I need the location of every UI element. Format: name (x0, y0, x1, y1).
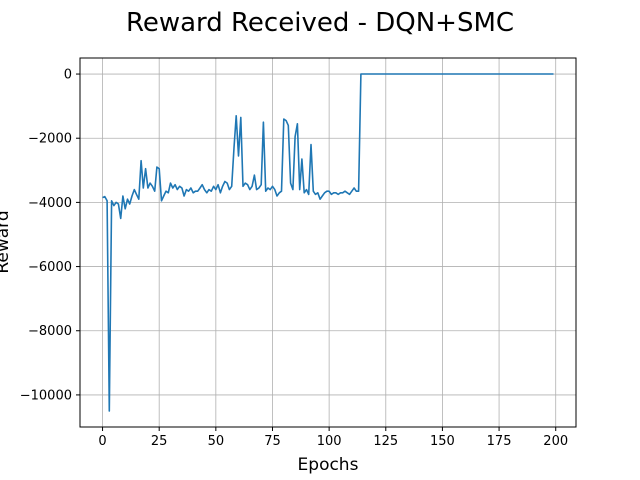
x-tick-label: 125 (373, 434, 398, 449)
x-tick-label: 50 (208, 434, 225, 449)
y-tick-label: −6000 (28, 260, 72, 275)
x-tick-label: 75 (264, 434, 281, 449)
x-tick-label: 175 (487, 434, 512, 449)
series-line (102, 73, 554, 412)
grid (80, 58, 576, 427)
y-tick-label: −2000 (28, 132, 72, 147)
x-tick-label: 25 (151, 434, 168, 449)
y-tick-label: −8000 (28, 324, 72, 339)
x-axis: 0 25 50 75 100 125 150 175 200 (98, 427, 568, 449)
y-tick-label: −10000 (20, 388, 72, 403)
x-axis-title: Epochs (298, 455, 359, 475)
y-tick-label: −4000 (28, 196, 72, 211)
plot-frame (79, 57, 577, 428)
x-tick-label: 0 (98, 434, 106, 449)
plot-area (102, 73, 554, 412)
y-tick-label: 0 (64, 68, 72, 83)
x-tick-label: 200 (543, 434, 568, 449)
x-tick-label: 150 (430, 434, 455, 449)
chart-title: Reward Received - DQN+SMC (126, 8, 514, 38)
y-axis-title: Reward (0, 210, 13, 273)
x-tick-label: 100 (317, 434, 342, 449)
y-axis: 0 −2000 −4000 −6000 −8000 −10000 (20, 68, 80, 403)
